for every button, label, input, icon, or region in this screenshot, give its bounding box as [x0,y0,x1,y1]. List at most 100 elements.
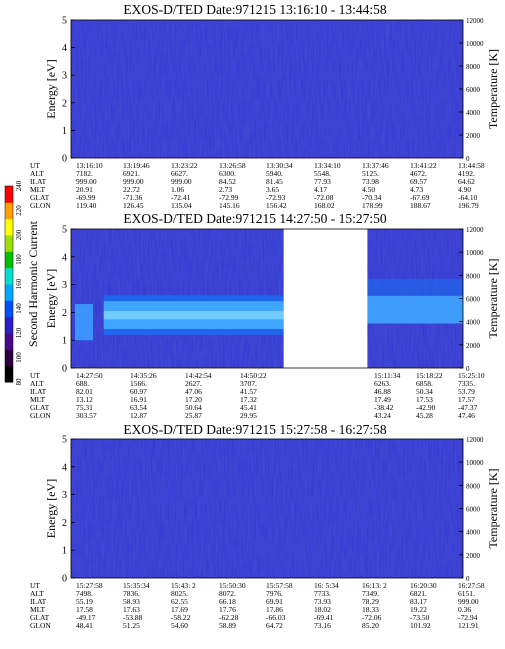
ephemeris-value: 3707. [240,379,257,388]
y-right-tick-label: 12000 [466,17,484,25]
ephemeris-value: 73.16 [314,621,331,630]
colorbar-swatch [5,365,13,383]
ephemeris-value: 6300. [219,169,236,178]
ephemeris-value: 7335. [458,379,475,388]
ephemeris-value: 13:16:10 [76,161,103,170]
ephemeris-value: -72.93 [266,193,286,202]
ephemeris-value: 15:11:34 [374,371,401,380]
ephemeris-value: 17.32 [240,395,257,404]
y-tick-label: 4 [62,43,67,54]
ephemeris-value: 14:27:50 [76,371,103,380]
ephemeris-value: 15:18:22 [416,371,443,380]
y-tick-label: 2 [62,518,67,529]
ephemeris-value: -70.34 [362,193,382,202]
ephemeris-label: GLAT [30,193,50,202]
ephemeris-value: 50.34 [416,387,433,396]
ephemeris-value: 178.99 [362,201,383,210]
ephemeris-value: 2627. [185,379,202,388]
ephemeris-value: 8072. [219,589,236,598]
colorbar-tick-label: 220 [15,205,23,216]
y-right-tick-label: 2000 [466,552,481,560]
ephemeris-value: 47.06 [185,387,202,396]
ephemeris-value: 6627. [171,169,188,178]
ephemeris-value: 64.72 [266,621,283,630]
ephemeris-value: -42.90 [416,403,436,412]
y-right-tick-label: 0 [466,155,470,163]
colorbar-swatch [5,300,13,318]
ephemeris-label: GLAT [30,403,50,412]
y-axis-label: Energy [eV] [44,479,58,538]
y-right-tick-label: 2000 [466,132,481,140]
colorbar-frame [4,185,14,383]
ephemeris-value: 78.29 [362,597,379,606]
ephemeris-value: 156.42 [266,201,287,210]
ephemeris-value: 17.58 [76,605,93,614]
y-tick-label: 5 [62,16,67,27]
ephemeris-label: ALT [30,169,44,178]
ephemeris-value: 13:19:46 [123,161,150,170]
ephemeris-value: 17.20 [185,395,202,404]
ephemeris-value: -69.99 [76,193,96,202]
plasma-band-post [367,295,463,324]
ephemeris-value: -64.10 [458,193,478,202]
ephemeris-value: 75.31 [76,403,93,412]
ephemeris-value: 12.87 [130,411,147,420]
ephemeris-value: 54.60 [171,621,188,630]
colorbar-tick-label: 120 [15,327,23,338]
ephemeris-value: 13:37:46 [362,161,389,170]
ephemeris-label: UT [30,161,40,170]
y-tick-label: 4 [62,252,67,263]
ephemeris-value: 999.00 [171,177,192,186]
ephemeris-label: GLON [30,621,51,630]
ephemeris-value: -72.08 [314,193,334,202]
ephemeris-value: 6263. [374,379,391,388]
heatmap-texture-light [71,439,463,578]
colorbar-swatch [5,251,13,269]
y-tick-label: 4 [62,462,67,473]
ephemeris-value: -47.37 [458,403,478,412]
colorbar-tick-label: 180 [15,254,23,265]
ephemeris-value: -69.41 [314,613,334,622]
y-right-tick-label: 10000 [466,249,484,257]
y-tick-label: 3 [62,490,67,501]
ephemeris-value: 7498. [76,589,93,598]
ephemeris-value: 7976. [266,589,283,598]
y-right-tick-label: 0 [466,575,470,583]
ephemeris-value: 15:25:10 [458,371,485,380]
y-tick-label: 1 [62,546,67,557]
ephemeris-value: 13:30:34 [266,161,293,170]
ephemeris-value: -71.36 [123,193,143,202]
ephemeris-value: 25.87 [185,411,202,420]
plasma-band-post-halo [367,279,463,296]
ephemeris-value: -49.17 [76,613,96,622]
ephemeris-value: -53.88 [123,613,143,622]
ephemeris-value: 19.22 [410,605,427,614]
ephemeris-value: 73.98 [362,177,379,186]
y-tick-label: 0 [62,154,67,165]
ephemeris-value: 6858. [416,379,433,388]
ephemeris-value: 41.57 [240,387,257,396]
ephemeris-value: 119.40 [76,201,97,210]
ephemeris-value: 84.52 [219,177,236,186]
ephemeris-value: 6921. [123,169,140,178]
ephemeris-label: MLT [30,185,46,194]
ephemeris-label: ILAT [30,597,47,606]
panel-title: EXOS-D/TED Date:971215 15:27:58 - 16:27:… [123,422,386,437]
ephemeris-value: 999.00 [76,177,97,186]
ephemeris-value: 15:35:34 [123,581,150,590]
ephemeris-value: 29.95 [240,411,257,420]
ephemeris-value: 63.54 [130,403,147,412]
ephemeris-label: ILAT [30,177,47,186]
ephemeris-value: 50.64 [185,403,202,412]
ephemeris-value: 5125. [362,169,379,178]
y-tick-label: 3 [62,280,67,291]
ephemeris-value: 15:57:58 [266,581,293,590]
ephemeris-value: -66.03 [266,613,286,622]
plasma-burst [75,304,93,341]
ephemeris-value: 17.69 [171,605,188,614]
colorbar-swatch [5,284,13,301]
colorbar-label: Second Harmonic Current [26,220,40,347]
ephemeris-value: -67.69 [410,193,430,202]
ephemeris-value: 13:44:58 [458,161,485,170]
